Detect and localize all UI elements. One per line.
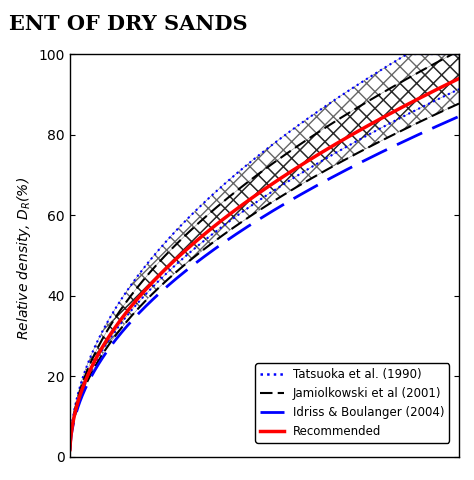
- Legend: Tatsuoka et al. (1990), Jamiolkowski et al (2001), Idriss & Boulanger (2004), Re: Tatsuoka et al. (1990), Jamiolkowski et …: [255, 363, 449, 443]
- Y-axis label: Relative density, $D_R$(%)  : Relative density, $D_R$(%): [15, 171, 33, 340]
- Text: ENT OF DRY SANDS: ENT OF DRY SANDS: [9, 14, 248, 35]
